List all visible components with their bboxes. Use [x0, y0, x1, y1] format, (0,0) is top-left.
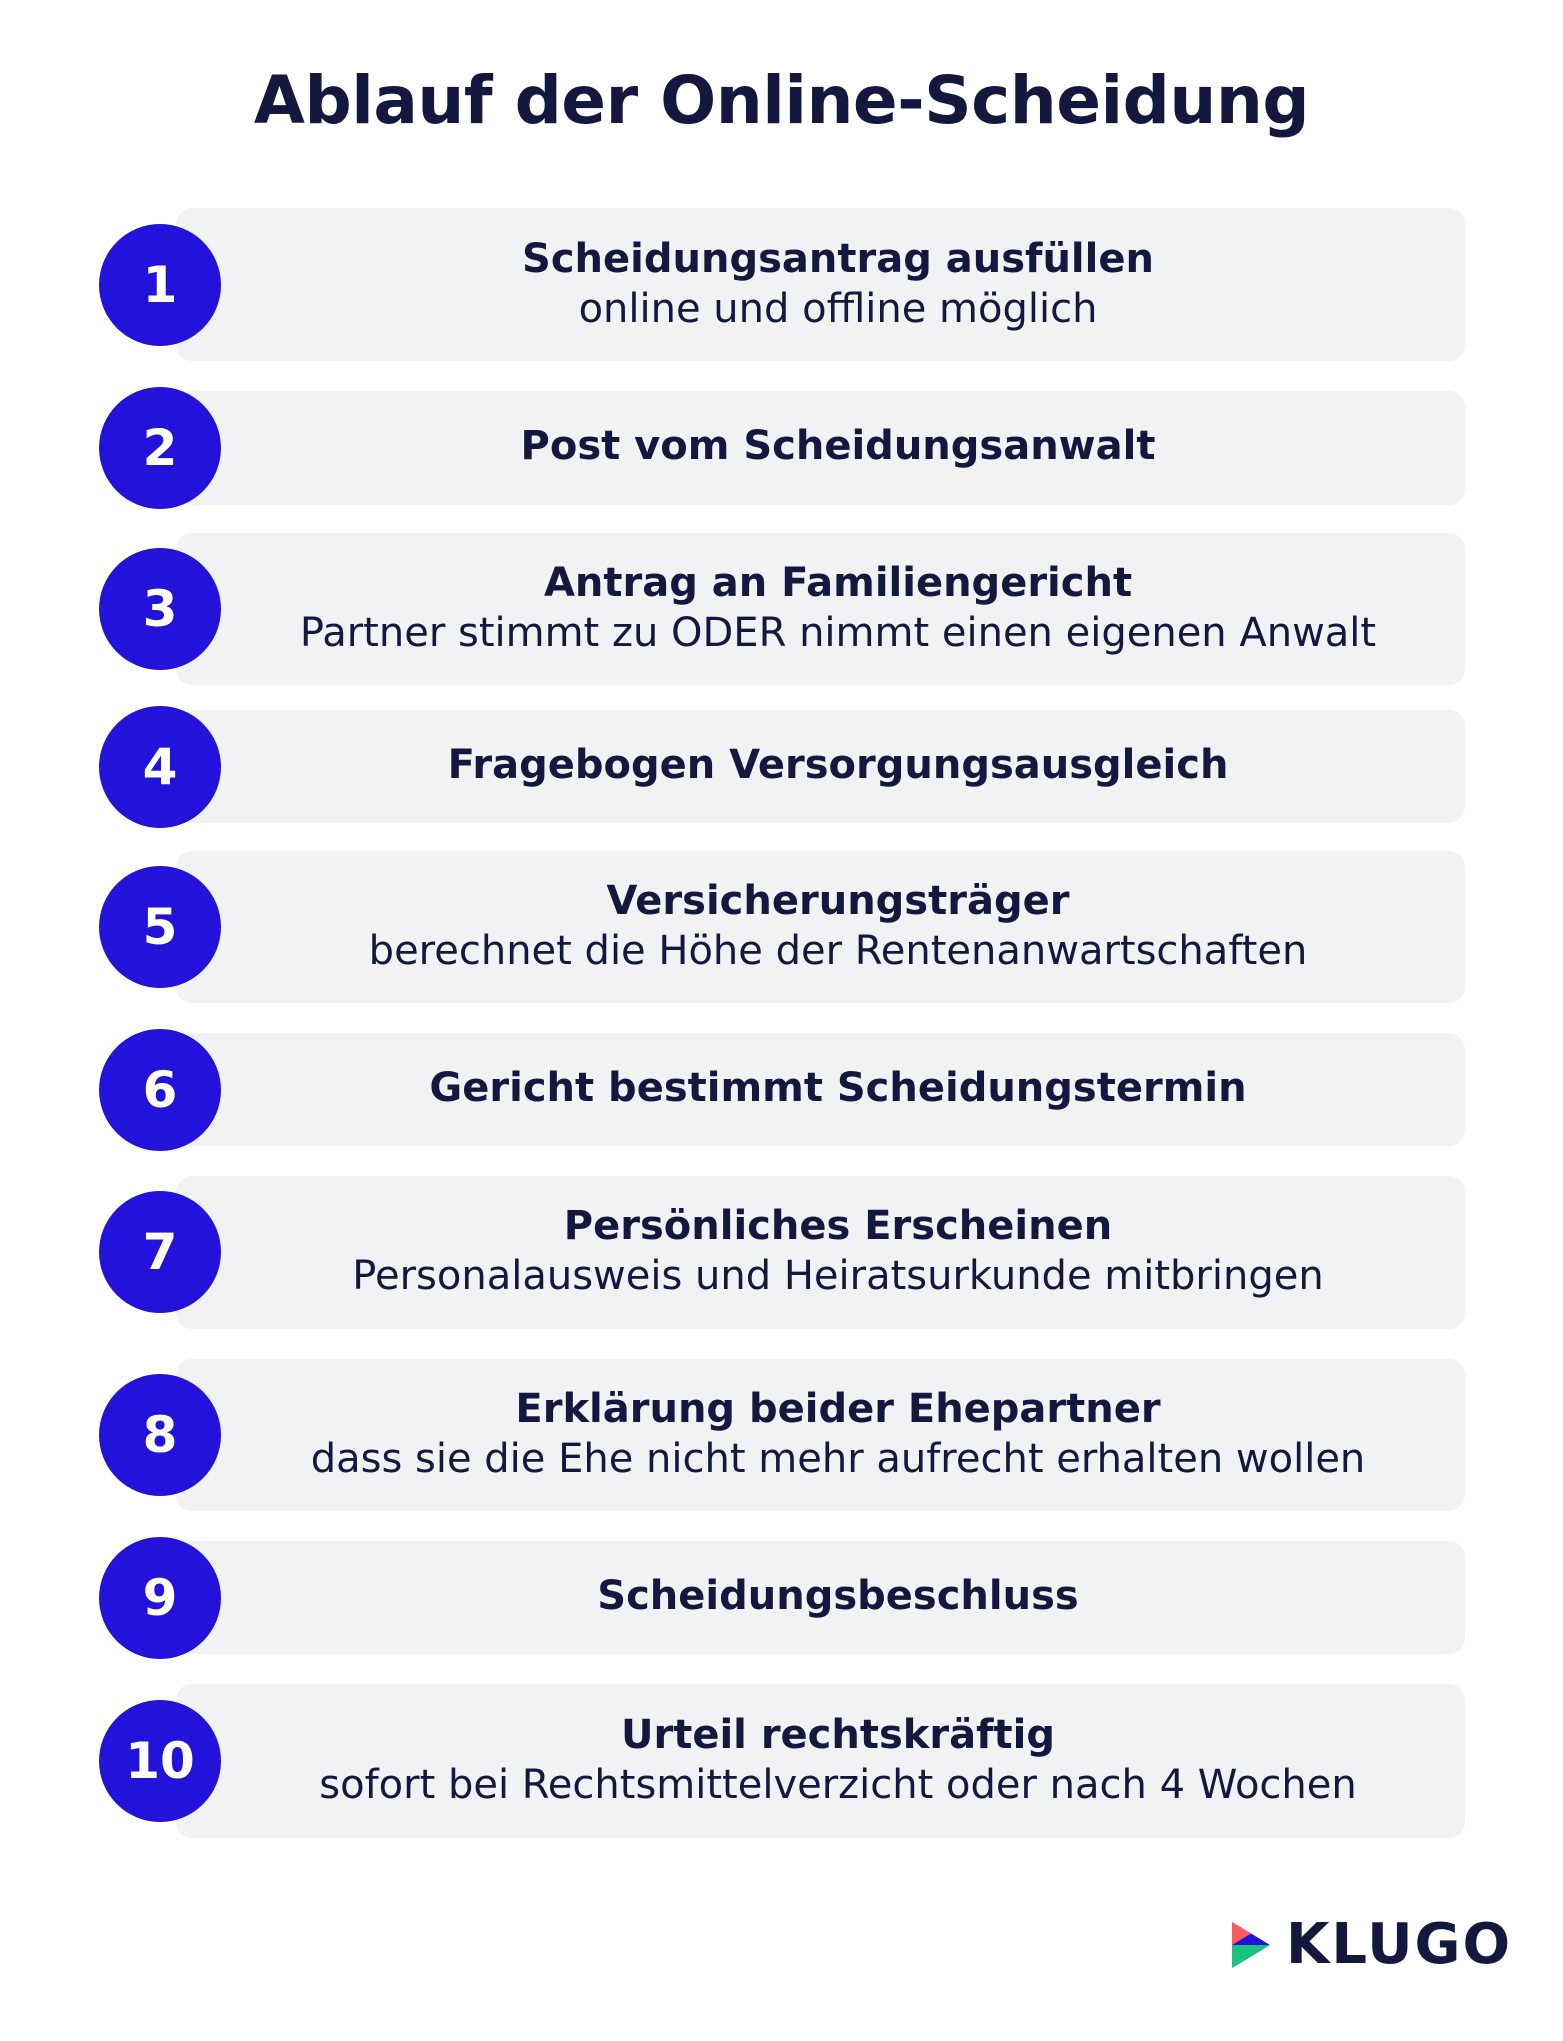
step-title: Antrag an Familiengericht	[543, 559, 1133, 606]
step-title: Persönliches Erscheinen	[563, 1203, 1113, 1250]
step-number: 9	[99, 1536, 221, 1659]
step-number: 1	[99, 223, 221, 346]
step-card	[176, 1176, 1465, 1329]
logo-text: KLUGO	[1286, 1912, 1513, 1977]
step-card	[176, 1684, 1465, 1838]
step-number: 7	[99, 1191, 221, 1314]
step-title: Fragebogen Versorgungsausgleich	[447, 741, 1229, 788]
step-number: 2	[99, 387, 221, 510]
step-number: 4	[99, 705, 221, 828]
step-title: Urteil rechtskräftig	[621, 1711, 1055, 1758]
step-subtitle: dass sie die Ehe nicht mehr aufrecht erh…	[310, 1435, 1366, 1482]
step-card	[176, 390, 1465, 506]
step-number: 6	[99, 1028, 221, 1151]
step-card	[176, 709, 1465, 824]
logo: KLUGO	[1230, 1912, 1512, 1977]
step-subtitle: Partner stimmt zu ODER nimmt einen eigen…	[299, 609, 1377, 656]
logo-icon	[1232, 1921, 1270, 1968]
step-subtitle: online und offline möglich	[578, 285, 1098, 332]
step-title: Scheidungsantrag ausfüllen	[522, 235, 1154, 282]
step-title: Erklärung beider Ehepartner	[515, 1385, 1161, 1432]
step-card	[176, 208, 1465, 361]
step-title: Gericht bestimmt Scheidungstermin	[429, 1064, 1247, 1111]
step-number: 10	[99, 1699, 221, 1822]
step-title: Versicherungsträger	[606, 877, 1070, 924]
step-card	[176, 1032, 1465, 1147]
step-card	[176, 532, 1465, 686]
step-card	[176, 1358, 1465, 1511]
step-card	[176, 1540, 1465, 1655]
step-number: 5	[99, 865, 221, 988]
step-subtitle: berechnet die Höhe der Rentenanwartschaf…	[368, 927, 1308, 974]
step-subtitle: sofort bei Rechtsmittelverzicht oder nac…	[319, 1761, 1357, 1808]
step-subtitle: Personalausweis und Heiratsurkunde mitbr…	[352, 1253, 1324, 1300]
step-number: 8	[99, 1373, 221, 1496]
step-number: 3	[99, 547, 221, 670]
step-card	[176, 850, 1465, 1003]
step-title: Post vom Scheidungsanwalt	[520, 423, 1156, 470]
page-title: Ablauf der Online-Scheidung	[253, 62, 1310, 139]
step-title: Scheidungsbeschluss	[597, 1572, 1079, 1619]
